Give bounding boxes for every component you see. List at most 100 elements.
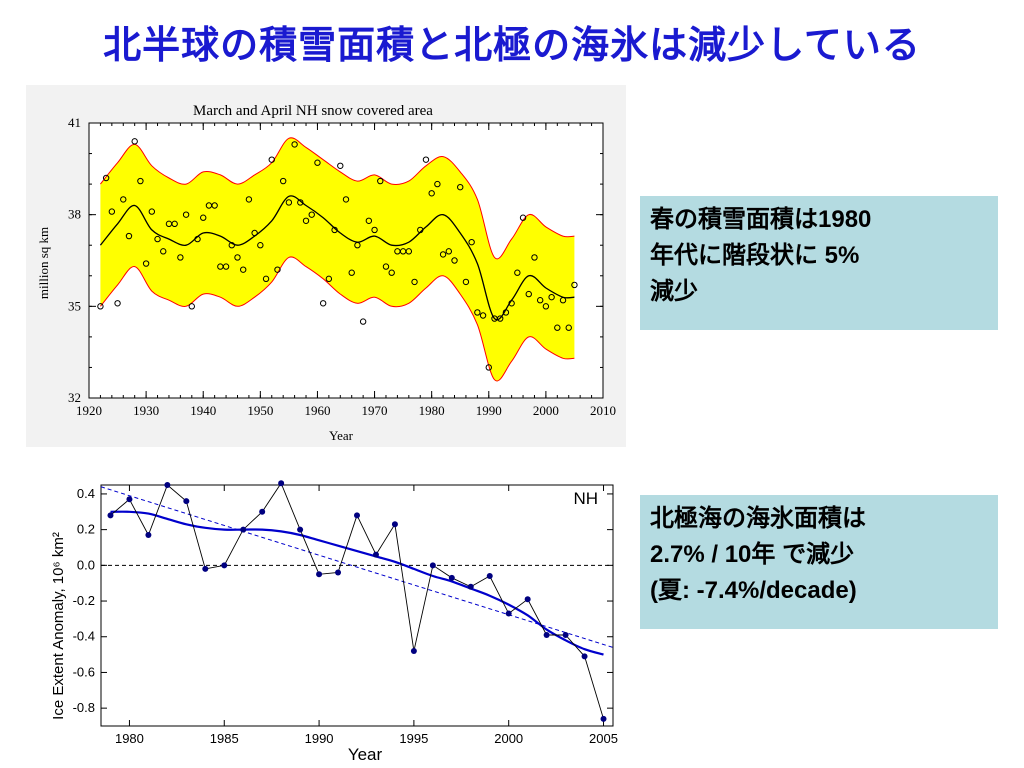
snow-data-point bbox=[297, 199, 304, 206]
snow-data-point bbox=[342, 196, 350, 203]
snow-data-point bbox=[388, 269, 395, 276]
ice-data-point bbox=[316, 571, 323, 578]
snow-note-line-1: 春の積雪面積は1980 bbox=[650, 206, 872, 233]
snow-data-point bbox=[536, 297, 544, 304]
snow-data-point bbox=[514, 269, 521, 276]
snow-x-tick-label: 2010 bbox=[590, 403, 616, 418]
ice-y-tick-label: 0.0 bbox=[77, 557, 95, 572]
snow-y-tick-label: 35 bbox=[68, 298, 81, 313]
snow-data-point bbox=[257, 242, 264, 249]
snow-smooth-line bbox=[99, 195, 575, 321]
snow-plot-frame bbox=[88, 122, 604, 399]
snow-data-point bbox=[417, 226, 424, 234]
ice-y-tick-label: 0.2 bbox=[77, 522, 95, 537]
snow-data-point bbox=[559, 297, 567, 304]
snow-band-lower-edge bbox=[100, 256, 575, 382]
ice-summary-note: 北極海の海氷面積は 2.7% / 10年 で減少 (夏: -7.4%/decad… bbox=[640, 495, 998, 629]
snow-data-point bbox=[211, 202, 218, 209]
snow-data-point bbox=[314, 159, 321, 166]
snow-x-tick-label: 1980 bbox=[419, 403, 445, 418]
snow-x-tick-label: 1920 bbox=[76, 403, 102, 418]
ice-axis-ticks: 1980 1985 1990 1995 2000 2005 0.4 0.2 0.0 -0.2 -0.… bbox=[73, 485, 618, 746]
ice-data-point bbox=[240, 526, 247, 533]
snow-x-tick-label: 1960 bbox=[304, 403, 330, 418]
ice-linear-trend bbox=[100, 486, 614, 648]
snow-data-point bbox=[154, 235, 161, 243]
snow-data-point bbox=[148, 208, 156, 215]
snow-data-point bbox=[348, 269, 355, 276]
snow-data-point bbox=[548, 293, 555, 301]
snow-data-point bbox=[497, 315, 504, 322]
ice-y-tick-label: -0.8 bbox=[73, 700, 95, 715]
snow-cover-chart: 1920 1930 1940 1950 1960 1970 1980 1990 2000 2010… bbox=[26, 85, 626, 447]
snow-data-point bbox=[485, 364, 492, 371]
snow-data-point bbox=[222, 263, 230, 270]
ice-data-point bbox=[297, 526, 304, 533]
snow-x-tick-label: 1940 bbox=[190, 403, 216, 418]
ice-data-point bbox=[372, 551, 379, 558]
sea-ice-chart: 1980 1985 1990 1995 2000 2005 0.4 0.2 0.0 -0.2 -0.… bbox=[38, 464, 622, 764]
snow-data-point bbox=[531, 254, 538, 261]
snow-data-point bbox=[445, 248, 452, 255]
snow-data-point bbox=[125, 232, 133, 240]
snow-data-point bbox=[188, 303, 196, 310]
snow-data-point bbox=[422, 156, 430, 163]
snow-uncertainty-band bbox=[100, 137, 575, 382]
snow-data-point bbox=[182, 211, 190, 218]
ice-data-point bbox=[448, 574, 455, 581]
ice-data-point bbox=[202, 565, 209, 572]
snow-data-point bbox=[474, 309, 481, 316]
slide-title: 北半球の積雪面積と北極の海氷は減少している bbox=[103, 23, 921, 67]
snow-data-point bbox=[245, 196, 253, 203]
snow-data-point bbox=[279, 177, 287, 185]
snow-data-point bbox=[508, 300, 515, 307]
snow-y-tick-label: 41 bbox=[68, 115, 81, 130]
snow-data-point bbox=[234, 254, 241, 261]
snow-data-point bbox=[302, 217, 310, 224]
snow-data-point bbox=[428, 190, 435, 197]
snow-x-tick-label: 1930 bbox=[133, 403, 159, 418]
ice-plot-frame bbox=[100, 484, 614, 727]
snow-data-point bbox=[171, 220, 178, 228]
snow-data-point bbox=[434, 180, 441, 188]
ice-data-point bbox=[543, 631, 550, 638]
ice-data-point bbox=[486, 573, 493, 580]
ice-x-tick-label: 1980 bbox=[115, 731, 144, 746]
snow-cover-chart-svg: 1920 1930 1940 1950 1960 1970 1980 1990 2000 2010… bbox=[36, 103, 616, 443]
ice-x-tick-label: 2005 bbox=[589, 731, 618, 746]
ice-data-point bbox=[391, 521, 398, 528]
snow-data-point bbox=[457, 183, 464, 191]
snow-x-tick-label: 1950 bbox=[247, 403, 273, 418]
snow-summary-note: 春の積雪面積は1980 年代に階段状に 5% 減少 bbox=[640, 196, 998, 330]
snow-data-point bbox=[240, 266, 247, 273]
snow-data-point bbox=[337, 162, 344, 169]
ice-x-tick-label: 1995 bbox=[399, 731, 428, 746]
snow-data-point bbox=[325, 275, 333, 283]
snow-data-point bbox=[177, 254, 184, 261]
snow-data-point bbox=[285, 199, 293, 206]
ice-data-point bbox=[221, 562, 228, 569]
snow-data-point bbox=[359, 318, 367, 325]
snow-data-point bbox=[405, 248, 413, 255]
ice-data-point bbox=[126, 496, 133, 503]
snow-data-point bbox=[365, 217, 373, 224]
snow-data-point bbox=[274, 266, 281, 273]
snow-data-point bbox=[102, 174, 110, 182]
ice-smooth-line bbox=[110, 510, 604, 656]
snow-data-point bbox=[228, 242, 235, 249]
ice-data-point bbox=[562, 631, 569, 638]
snow-y-tick-label: 38 bbox=[68, 207, 81, 222]
snow-data-point bbox=[308, 211, 315, 218]
ice-x-axis-label: Year bbox=[348, 745, 383, 764]
ice-data-point bbox=[505, 610, 512, 617]
ice-y-tick-label: -0.6 bbox=[73, 664, 95, 679]
sea-ice-chart-svg: 1980 1985 1990 1995 2000 2005 0.4 0.2 0.0 -0.2 -0.… bbox=[50, 480, 618, 764]
snow-data-point bbox=[120, 196, 127, 203]
snow-data-point bbox=[251, 229, 258, 237]
snow-x-tick-label: 2000 bbox=[533, 403, 559, 418]
ice-smoothed-curve bbox=[110, 510, 604, 656]
snow-data-point bbox=[97, 303, 104, 310]
snow-data-point bbox=[371, 226, 378, 234]
snow-data-point bbox=[114, 300, 121, 307]
snow-data-point bbox=[462, 278, 470, 286]
